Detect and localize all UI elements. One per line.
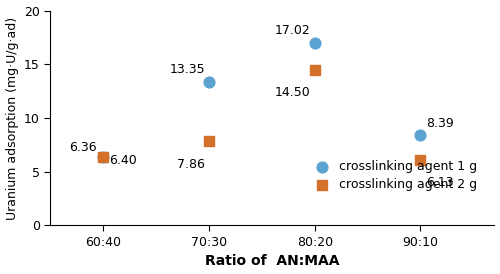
- crosslinking agent 1 g: [205, 80, 213, 84]
- Text: 13.35: 13.35: [169, 64, 205, 76]
- Text: 6.40: 6.40: [109, 154, 136, 167]
- Text: 6.36: 6.36: [68, 141, 96, 154]
- crosslinking agent 2 g: [416, 157, 424, 162]
- crosslinking agent 1 g: [416, 133, 424, 138]
- crosslinking agent 1 g: [310, 40, 318, 45]
- X-axis label: Ratio of  AN:MAA: Ratio of AN:MAA: [205, 255, 340, 269]
- Text: 8.39: 8.39: [426, 117, 454, 130]
- Text: 14.50: 14.50: [275, 86, 310, 99]
- Text: 17.02: 17.02: [275, 24, 310, 37]
- Y-axis label: Uranium adsorption (mg·U/g·ad): Uranium adsorption (mg·U/g·ad): [6, 16, 18, 219]
- crosslinking agent 2 g: [310, 67, 318, 72]
- crosslinking agent 1 g: [100, 155, 108, 159]
- Legend: crosslinking agent 1 g, crosslinking agent 2 g: crosslinking agent 1 g, crosslinking age…: [308, 158, 480, 193]
- Text: 7.86: 7.86: [177, 158, 205, 171]
- crosslinking agent 2 g: [205, 139, 213, 143]
- crosslinking agent 2 g: [100, 155, 108, 159]
- Text: 6.13: 6.13: [426, 176, 454, 189]
